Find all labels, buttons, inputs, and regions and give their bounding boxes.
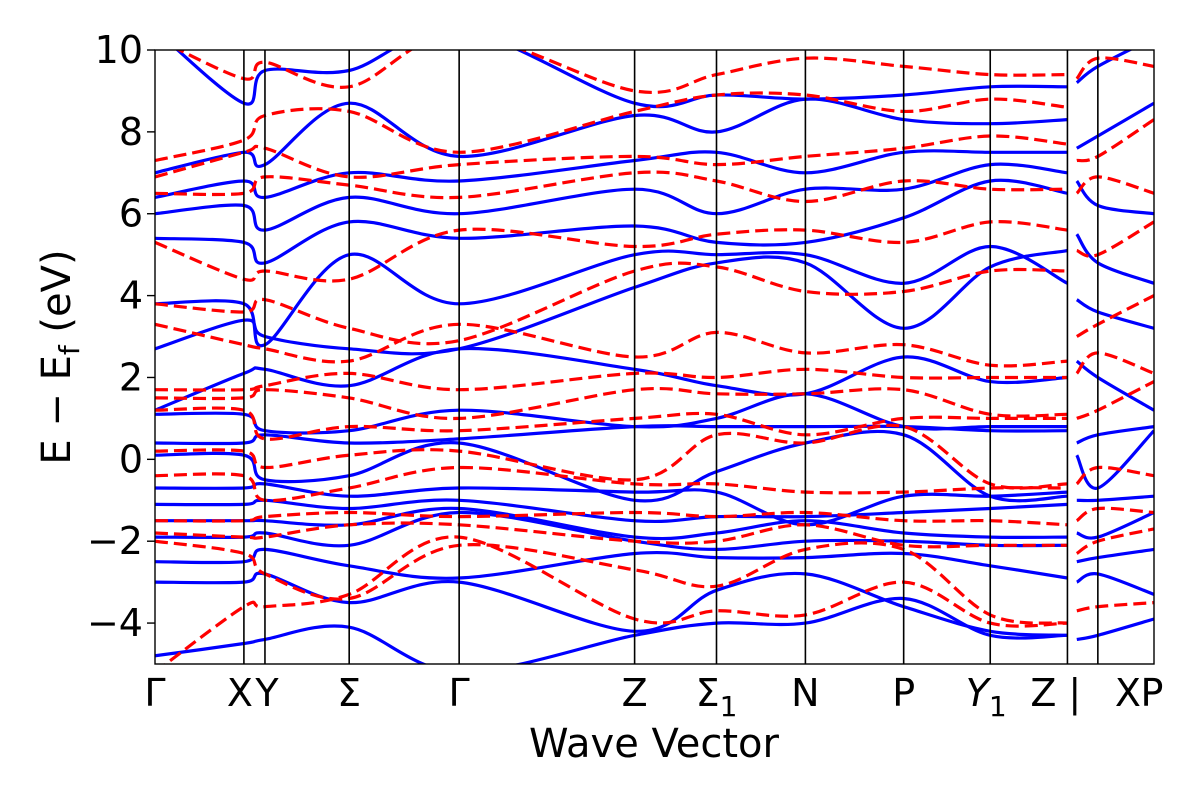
band-line — [155, 429, 1068, 503]
band-line — [155, 91, 1068, 163]
y-axis-title-sub: f — [53, 344, 86, 355]
x-tick-label-text: Σ — [337, 671, 361, 715]
y-tick-label: −2 — [87, 519, 143, 563]
y-tick-label: 10 — [95, 28, 143, 72]
band-line — [155, 178, 1068, 265]
band-line — [155, 97, 1068, 175]
band-line — [155, 386, 1068, 421]
x-tick-label-text: X — [227, 671, 253, 715]
y-tick-label: 0 — [119, 437, 143, 481]
x-tick-label-text: Z — [622, 671, 648, 715]
band-line — [155, 134, 1068, 179]
x-tick-label-text: X — [1115, 671, 1141, 715]
band-line — [163, 535, 1068, 664]
x-tick-label-subscript: 1 — [989, 690, 1007, 723]
x-tick-label: Y1 — [966, 671, 1007, 723]
band-line — [155, 367, 1068, 392]
band-line — [155, 510, 1068, 527]
solid-band-series — [155, 50, 1154, 664]
band-line — [155, 521, 1068, 549]
series-layer — [155, 50, 1154, 664]
x-axis-title: Wave Vector — [529, 721, 780, 767]
x-tick-label: | — [1068, 671, 1081, 716]
x-tick-label-subscript: 1 — [720, 690, 738, 723]
band-line — [175, 50, 1068, 109]
x-tick-label: Σ1 — [696, 671, 738, 723]
plot-frame — [154, 49, 1155, 665]
band-line — [155, 392, 1068, 435]
band-line — [155, 220, 1068, 283]
x-tick-label: Γ — [144, 671, 165, 715]
x-tick-label: X — [1115, 671, 1141, 715]
x-axis: Γ X Y Σ Γ Z Σ1 N P Y1 Z | X P — [144, 671, 1163, 723]
band-line — [155, 506, 1068, 541]
y-tick-label: −4 — [87, 601, 143, 645]
y-axis: −4 −2 0 2 4 6 8 10 — [87, 28, 155, 645]
x-tick-label-text: P — [1141, 671, 1164, 715]
x-tick-label: Γ — [449, 671, 470, 715]
dashed-band-series — [155, 50, 1154, 664]
high-symmetry-lines — [243, 50, 1099, 664]
band-line — [155, 244, 1069, 348]
y-axis-title-main: E − E — [34, 355, 80, 465]
x-tick-label: Z — [622, 671, 648, 715]
y-axis-title-unit: (eV) — [34, 249, 80, 345]
x-tick-label: Σ — [337, 671, 361, 715]
x-tick-label: P — [1141, 671, 1164, 715]
band-line — [155, 322, 1068, 368]
x-tick-label-text: Γ — [449, 671, 470, 715]
x-tick-label-text: Y — [254, 671, 279, 715]
x-tick-label: P — [892, 671, 915, 715]
x-tick-label-text: Σ — [696, 671, 720, 715]
band-line — [155, 170, 1068, 204]
x-tick-label-text: Γ — [144, 671, 165, 715]
x-tick-label-text: N — [791, 671, 819, 715]
band-line — [155, 482, 1068, 527]
y-tick-label: 6 — [119, 192, 143, 236]
band-line — [155, 346, 1068, 412]
band-line — [155, 162, 1068, 232]
band-line — [155, 547, 1068, 580]
band-line — [155, 596, 1068, 664]
x-tick-label-text: P — [892, 671, 915, 715]
band-line — [155, 406, 1068, 441]
band-line — [155, 149, 1068, 200]
y-tick-label: 4 — [119, 274, 143, 318]
band-line — [155, 423, 1068, 490]
x-tick-label: Y — [254, 671, 279, 715]
x-tick-label: N — [791, 671, 819, 715]
x-tick-label: Z — [1030, 671, 1056, 715]
band-line — [155, 465, 1068, 503]
y-tick-label: 2 — [119, 355, 143, 399]
x-tick-label-text: | — [1068, 671, 1081, 716]
band-line — [155, 261, 1068, 346]
y-axis-title: E − Ef (eV) — [34, 249, 86, 464]
x-tick-label: X — [227, 671, 253, 715]
x-tick-label-text: Z — [1030, 671, 1056, 715]
y-tick-label: 8 — [119, 110, 143, 154]
x-tick-label-text: Y — [966, 671, 992, 715]
